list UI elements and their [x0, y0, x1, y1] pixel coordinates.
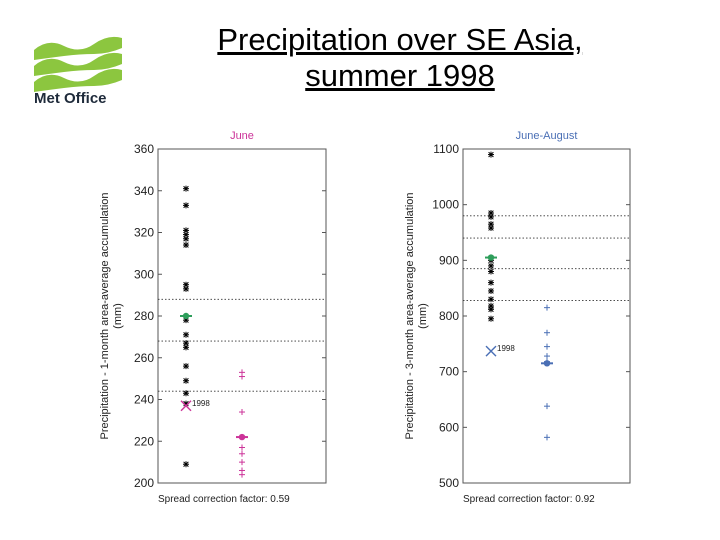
spread-correction-footnote: Spread correction factor: 0.92: [463, 494, 595, 505]
observed-label: 1998: [192, 399, 210, 408]
data-point-asterisk: [488, 151, 494, 158]
data-point-asterisk: [183, 235, 189, 242]
observed-label: 1998: [497, 344, 515, 353]
y-tick-label: 240: [134, 393, 154, 407]
y-axis-label-line-1: Precipitation - 1-month area-average acc…: [99, 192, 111, 439]
slide-title-line-1: Precipitation over SE Asia,: [217, 22, 583, 57]
ensemble-mean-marker: [180, 312, 192, 320]
observed-1998-marker: [180, 400, 192, 412]
data-point-plus: [239, 373, 245, 380]
y-tick-label: 1000: [432, 198, 459, 212]
data-point-plus: [239, 444, 245, 451]
data-point-asterisk: [183, 202, 189, 209]
ensemble-mean-marker: [541, 360, 553, 367]
y-tick-label: 300: [134, 267, 154, 281]
y-tick-label: 700: [439, 365, 459, 379]
data-point-plus: [544, 403, 550, 410]
data-point-asterisk: [488, 225, 494, 232]
ensemble-mean-marker: [236, 433, 248, 441]
data-point-asterisk: [488, 213, 494, 220]
chart-panel-1: June Precipitation - 1-month area-average…: [99, 130, 327, 505]
data-point-asterisk: [488, 287, 494, 294]
data-point-asterisk: [183, 377, 189, 384]
data-point-plus: [544, 434, 550, 441]
data-point-plus: [544, 329, 550, 336]
data-point-asterisk: [488, 262, 494, 269]
data-point-asterisk: [183, 390, 189, 397]
data-point-asterisk: [183, 363, 189, 370]
data-point-asterisk: [183, 461, 189, 468]
data-point-asterisk: [183, 344, 189, 351]
data-point-asterisk: [183, 331, 189, 338]
data-point-asterisk: [183, 242, 189, 249]
y-axis-label-line-2: (mm): [112, 303, 124, 329]
y-tick-label: 280: [134, 309, 154, 323]
y-tick-label: 500: [439, 476, 459, 490]
logo-text: Met Office: [34, 90, 107, 107]
spread-correction-footnote: Spread correction factor: 0.59: [158, 494, 290, 505]
chart-panel-2: June-August Precipitation - 3-month area-…: [404, 130, 631, 505]
y-tick-label: 260: [134, 351, 154, 365]
data-point-asterisk: [488, 296, 494, 303]
data-point-asterisk: [183, 281, 189, 288]
y-axis-label-line-1: Precipitation - 3-month area-average acc…: [404, 192, 416, 439]
slide-title-line-2: summer 1998: [305, 58, 495, 93]
y-tick-label: 200: [134, 476, 154, 490]
y-tick-label: 600: [439, 420, 459, 434]
y-axis-label: Precipitation - 1-month area-average acc…: [99, 192, 124, 439]
y-axis-label-line-2: (mm): [417, 303, 429, 329]
data-point-asterisk: [488, 279, 494, 286]
y-tick-label: 320: [134, 226, 154, 240]
data-point-asterisk: [183, 285, 189, 292]
data-point-plus: [239, 471, 245, 478]
observed-1998-marker: [485, 345, 497, 357]
data-point-plus: [239, 409, 245, 416]
data-point-asterisk: [488, 315, 494, 322]
data-point-asterisk: [183, 185, 189, 192]
ensemble-mean-marker: [485, 254, 497, 261]
met-office-waves-icon: [34, 36, 122, 92]
y-tick-label: 360: [134, 142, 154, 156]
data-point-plus: [544, 304, 550, 311]
plot-frame: [462, 148, 631, 484]
y-tick-label: 800: [439, 309, 459, 323]
y-axis-label: Precipitation - 3-month area-average acc…: [404, 192, 429, 439]
data-point-plus: [239, 459, 245, 466]
data-point-plus: [544, 343, 550, 350]
data-point-plus: [544, 353, 550, 360]
y-tick-label: 1100: [433, 142, 459, 156]
data-point-asterisk: [488, 306, 494, 313]
y-tick-label: 340: [134, 184, 154, 198]
data-point-asterisk: [488, 268, 494, 275]
chart-title: June: [230, 130, 254, 142]
y-tick-label: 900: [439, 253, 459, 267]
chart-title: June-August: [516, 130, 578, 142]
y-tick-label: 220: [134, 434, 154, 448]
slide-title: Precipitation over SE Asia, summer 1998: [150, 22, 650, 94]
data-point-plus: [239, 450, 245, 457]
